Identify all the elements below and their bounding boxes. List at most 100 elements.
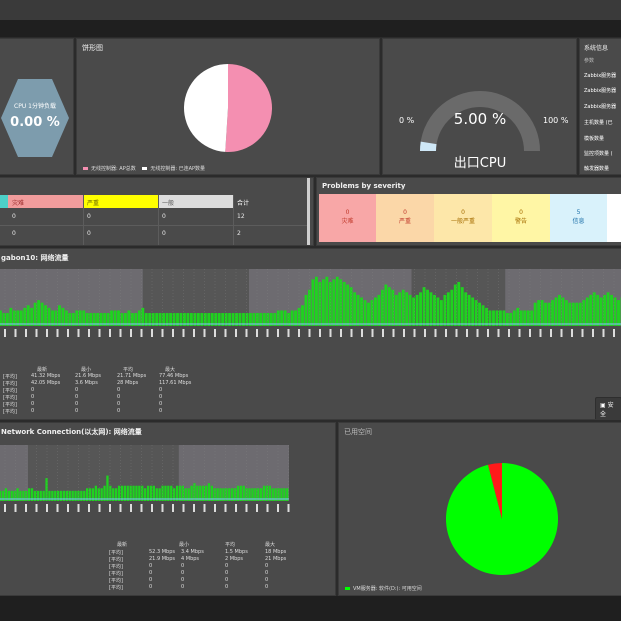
traffic-bar xyxy=(544,302,548,326)
severity-disaster[interactable]: 0 灾难 xyxy=(319,194,376,242)
time-tick xyxy=(445,329,447,337)
traffic-bar xyxy=(377,294,381,326)
traffic-bar xyxy=(248,488,251,501)
traffic-bar xyxy=(51,490,54,501)
severity-high[interactable]: 0 严重 xyxy=(376,194,434,242)
traffic-bar xyxy=(290,310,294,326)
traffic-bar xyxy=(450,289,454,326)
traffic-bar xyxy=(460,287,464,326)
time-tick xyxy=(350,329,353,337)
severity-info[interactable]: 5 信息 xyxy=(550,194,607,242)
traffic-bar xyxy=(99,313,103,326)
traffic-bar xyxy=(596,294,600,326)
legend-cell: 0 xyxy=(225,584,229,590)
time-tick xyxy=(77,329,80,337)
traffic-bar xyxy=(277,488,280,501)
traffic1-title: gabon10: 网络流量 xyxy=(1,254,69,262)
scrollbar[interactable] xyxy=(307,178,310,245)
traffic-bar xyxy=(13,490,16,501)
traffic-bar xyxy=(184,488,187,501)
traffic-bar xyxy=(109,485,112,501)
traffic-bar xyxy=(151,313,155,326)
legend-cell: 0 xyxy=(181,570,185,576)
secure-button[interactable]: ▣ 安全 xyxy=(595,397,621,419)
traffic-bar xyxy=(269,313,273,326)
traffic-bar xyxy=(158,488,161,501)
traffic-bar xyxy=(457,281,461,326)
legend-cell: 0 xyxy=(31,394,35,400)
legend-cell: 117.61 Mbps xyxy=(159,380,192,386)
sysinfo-row-7: 触发器数量 xyxy=(584,166,610,172)
legend-cell: 0 xyxy=(225,570,229,576)
legend-cell: 0 xyxy=(31,387,35,393)
traffic-bar xyxy=(193,483,196,501)
traffic-bar xyxy=(170,485,173,501)
traffic-bar xyxy=(183,313,186,326)
severity-warning[interactable]: 0 警告 xyxy=(492,194,550,242)
traffic-bar xyxy=(245,488,248,501)
time-tick xyxy=(109,329,111,337)
traffic-bar xyxy=(202,485,205,501)
pie-slice-2[interactable] xyxy=(488,463,502,519)
sysinfo-row-5: 模板数量 xyxy=(584,136,605,142)
time-tick xyxy=(193,329,195,337)
traffic-bar xyxy=(129,485,132,501)
severity-average[interactable]: 0 一般严重 xyxy=(434,194,492,242)
traffic-bar xyxy=(235,313,238,326)
time-tick xyxy=(151,329,153,337)
time-tick xyxy=(182,329,185,337)
traffic-bar xyxy=(162,313,166,326)
traffic-bar xyxy=(23,307,27,326)
traffic-bar xyxy=(367,302,370,326)
pie-slice-2[interactable] xyxy=(183,64,228,152)
traffic-bar xyxy=(181,485,184,501)
traffic-bar xyxy=(10,490,13,501)
traffic-bar xyxy=(287,313,291,326)
legend-cell: 0 xyxy=(159,394,163,400)
legend-cell: [平均] xyxy=(109,578,123,584)
traffic-bar xyxy=(207,483,211,501)
legend-cell: 0 xyxy=(159,408,163,414)
pie-slice-1[interactable] xyxy=(225,64,272,152)
severity-not-classified[interactable] xyxy=(607,194,621,242)
time-tick xyxy=(466,329,468,337)
traffic-bar xyxy=(141,485,144,501)
traffic-bar xyxy=(1,490,5,501)
traffic-bar xyxy=(16,310,20,326)
traffic-graph-panel-2: Network Connection(以太网): 网络流量 最新 最小 平均 最… xyxy=(0,422,336,596)
disk-space-panel: 已用空间 VM服务器: 软件(D:): 可用空间 xyxy=(338,422,621,596)
traffic-bar xyxy=(144,488,147,501)
traffic-bar xyxy=(214,313,218,326)
time-tick xyxy=(14,329,17,337)
traffic-bar xyxy=(526,310,530,326)
traffic-bar xyxy=(394,294,398,326)
traffic-bar xyxy=(112,488,115,501)
traffic-bar xyxy=(5,313,9,326)
time-tick xyxy=(88,329,90,337)
traffic-bar xyxy=(485,307,488,326)
traffic-bar xyxy=(117,310,120,326)
traffic-bar xyxy=(439,300,443,326)
traffic-bar xyxy=(429,292,433,326)
traffic-bar xyxy=(443,294,447,326)
traffic-bar xyxy=(254,488,257,501)
time-tick xyxy=(361,329,363,337)
time-tick xyxy=(371,329,374,337)
time-tick xyxy=(119,504,122,512)
time-tick xyxy=(434,329,437,337)
button-icon: ▣ xyxy=(600,402,608,409)
traffic-bar xyxy=(495,310,499,326)
traffic-bar xyxy=(113,310,117,326)
traffic-bar xyxy=(505,313,509,326)
legend-cell: 3.6 Mbps xyxy=(75,380,98,386)
time-tick xyxy=(497,329,500,337)
traffic-bar xyxy=(512,310,516,326)
traffic-bar xyxy=(45,478,48,501)
severity-label: 信息 xyxy=(572,218,585,225)
traffic-bar xyxy=(221,313,225,326)
traffic-bar xyxy=(42,490,45,501)
traffic-bar xyxy=(28,488,31,501)
traffic-bar xyxy=(380,289,384,326)
top-nav-bar xyxy=(0,0,621,20)
time-tick xyxy=(119,329,122,337)
